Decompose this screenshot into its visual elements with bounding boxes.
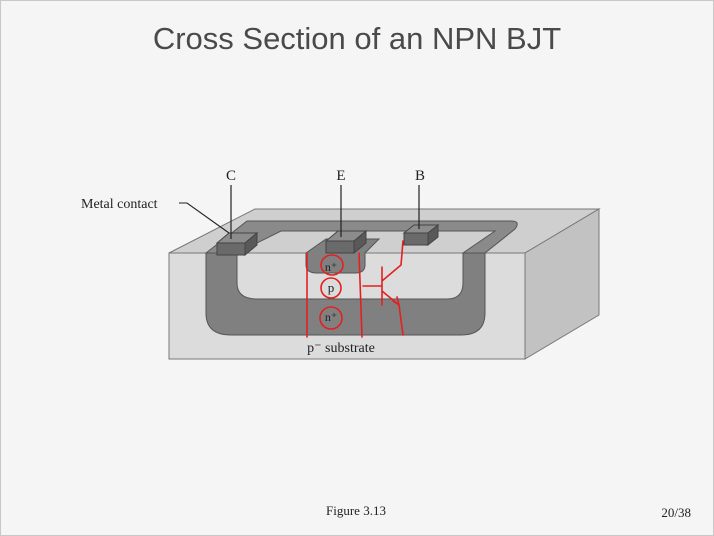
substrate-label: p⁻ substrate <box>307 341 375 356</box>
emitter-region-label: n⁺ <box>325 260 337 274</box>
contact-b <box>402 223 440 247</box>
red-annotations <box>306 240 404 338</box>
terminal-e-label: E <box>336 168 345 184</box>
collector-region-label: n⁺ <box>325 310 337 324</box>
annotation-circle-emitter <box>320 254 344 276</box>
figure-caption: Figure 3.13 <box>326 503 386 518</box>
slide-title: Cross Section of an NPN BJT <box>152 21 562 56</box>
annotation-circle-collector <box>319 306 343 330</box>
metal-contact-label: Metal contact <box>81 197 158 212</box>
collector-ring-top <box>204 220 518 254</box>
contact-c <box>215 231 259 257</box>
annotation-transistor-symbol <box>362 240 404 336</box>
annotation-circle-base <box>320 277 342 299</box>
terminal-b-label: B <box>415 168 425 184</box>
base-region-label: p <box>328 280 335 295</box>
metal-contact-leader <box>179 202 230 234</box>
terminal-c-label: C <box>226 168 236 184</box>
n-plus-collector-region <box>205 252 486 336</box>
contact-e <box>324 229 368 255</box>
page-number: 20/38 <box>661 505 691 520</box>
annotation-right-line <box>358 252 363 338</box>
